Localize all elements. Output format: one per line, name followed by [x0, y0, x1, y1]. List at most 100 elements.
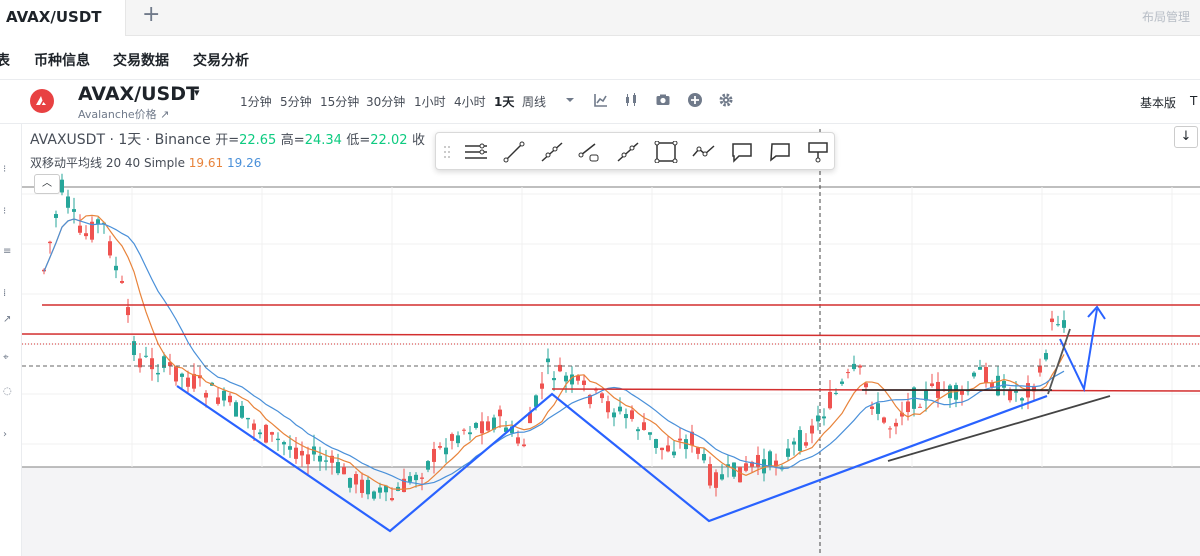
timeframe-15m[interactable]: 15分钟	[320, 95, 360, 109]
candle-body	[138, 358, 142, 368]
ray-icon[interactable]	[540, 141, 564, 163]
subnav-chart[interactable]: 表	[0, 53, 10, 69]
timeframe-1h[interactable]: 1小时	[414, 95, 446, 109]
candle-body	[702, 453, 706, 461]
candle-body	[420, 477, 424, 479]
candle-body	[468, 432, 472, 435]
candle-body	[558, 364, 562, 372]
rectangle-icon[interactable]	[654, 141, 678, 163]
candle-body	[408, 476, 412, 482]
fib-tool-icon[interactable]: ≡	[3, 246, 12, 257]
candle-body	[876, 403, 880, 414]
candle-body	[900, 412, 904, 417]
line-tool-icon[interactable]: ⁝	[3, 206, 7, 217]
sub-navigation: 表 币种信息 交易数据 交易分析	[0, 36, 1200, 80]
candle-body	[1050, 318, 1054, 323]
candle-body	[456, 435, 460, 444]
candle-body	[282, 442, 286, 445]
brush-tool-icon[interactable]: ↗	[3, 314, 12, 325]
crosshair-tool-icon[interactable]: ⁝	[3, 164, 7, 175]
timeframe-1d[interactable]: 1天	[494, 95, 515, 109]
candle-body	[690, 431, 694, 446]
candle-body	[762, 459, 766, 474]
candle-body	[564, 375, 568, 382]
pattern-tool-icon[interactable]: ⁞	[3, 288, 7, 299]
candle-body	[630, 410, 634, 419]
candle-body	[918, 406, 922, 408]
measure-tool-icon[interactable]: ◌	[3, 386, 12, 397]
candle-body	[678, 438, 682, 441]
drag-handle-icon[interactable]	[442, 141, 452, 163]
indicator-icon[interactable]	[593, 92, 609, 108]
candle-body	[1032, 385, 1036, 392]
symbol-dropdown-icon[interactable]: ▾	[194, 86, 200, 99]
timeframe-30m[interactable]: 30分钟	[366, 95, 406, 109]
candle-body	[960, 390, 964, 395]
timeframe-4h[interactable]: 4小时	[454, 95, 486, 109]
candle-body	[924, 389, 928, 401]
candle-body	[234, 402, 238, 417]
candle-body	[162, 356, 166, 368]
add-tab-button[interactable]: +	[142, 2, 161, 27]
scroll-down-button[interactable]: ↓	[1174, 126, 1198, 148]
layout-manager-link[interactable]: 布局管理	[1141, 10, 1190, 24]
view-tradingview-button[interactable]: T	[1190, 94, 1198, 108]
ma-slow-line	[43, 218, 1065, 486]
candle-body	[522, 444, 526, 447]
legend-high: 24.34	[304, 133, 342, 148]
candle-body	[324, 460, 328, 462]
candle-body	[432, 448, 436, 462]
horizontal-lines-icon[interactable]	[464, 141, 488, 163]
projection-arrowhead	[1087, 305, 1106, 320]
comment-icon[interactable]	[768, 141, 792, 163]
candle-body	[648, 432, 652, 435]
candle-body	[264, 424, 268, 443]
plus-circle-icon[interactable]	[687, 92, 703, 108]
gear-icon[interactable]	[718, 92, 734, 108]
collapse-legend-button[interactable]: ︿	[34, 174, 60, 194]
candle-body	[978, 366, 982, 370]
zoom-tool-icon[interactable]: ›	[3, 429, 7, 440]
candle-body	[318, 455, 322, 462]
candle-type-icon[interactable]	[623, 92, 639, 108]
extended-line-icon[interactable]	[578, 141, 602, 163]
price-label-icon[interactable]	[806, 141, 830, 163]
symbol-name[interactable]: AVAX/USDT	[78, 83, 199, 105]
callout-icon[interactable]	[730, 141, 754, 163]
candle-body	[666, 445, 670, 452]
candle-body	[54, 214, 58, 218]
timeframe-1m[interactable]: 1分钟	[240, 95, 272, 109]
triangle-bottom-line	[887, 395, 1111, 462]
chevron-down-icon[interactable]	[562, 92, 578, 108]
candle-body	[870, 406, 874, 409]
subnav-trading-analysis[interactable]: 交易分析	[193, 53, 249, 69]
subnav-trading-data[interactable]: 交易数据	[113, 53, 169, 69]
candle-body	[492, 417, 496, 430]
subnav-coin-info[interactable]: 币种信息	[34, 53, 90, 69]
ma-slow-value: 19.26	[226, 156, 262, 170]
candle-body	[462, 429, 466, 431]
candle-body	[606, 401, 610, 413]
candle-body	[798, 430, 802, 451]
candle-body	[486, 421, 490, 431]
candle-body	[78, 225, 82, 233]
symbol-subtitle-link[interactable]: Avalanche价格 ↗	[78, 108, 170, 121]
candle-body	[48, 241, 52, 244]
candle-body	[504, 427, 508, 432]
timeframe-1w[interactable]: 周线	[522, 95, 547, 109]
candle-body	[240, 405, 244, 418]
candle-body	[174, 366, 178, 382]
candle-body	[372, 491, 376, 499]
path-icon[interactable]	[692, 141, 716, 163]
text-tool-icon[interactable]: ⌖	[3, 352, 9, 363]
candle-body	[756, 454, 760, 467]
trend-line-icon[interactable]	[502, 141, 526, 163]
info-line-icon[interactable]	[616, 141, 640, 163]
timeframe-5m[interactable]: 5分钟	[280, 95, 312, 109]
candle-body	[984, 367, 988, 383]
price-chart[interactable]	[22, 124, 1200, 556]
camera-icon[interactable]	[655, 92, 671, 108]
tab-avax-usdt[interactable]: AVAX/USDT	[0, 0, 126, 36]
legend-close-label: 收	[411, 133, 425, 148]
view-basic-button[interactable]: 基本版	[1140, 96, 1177, 110]
